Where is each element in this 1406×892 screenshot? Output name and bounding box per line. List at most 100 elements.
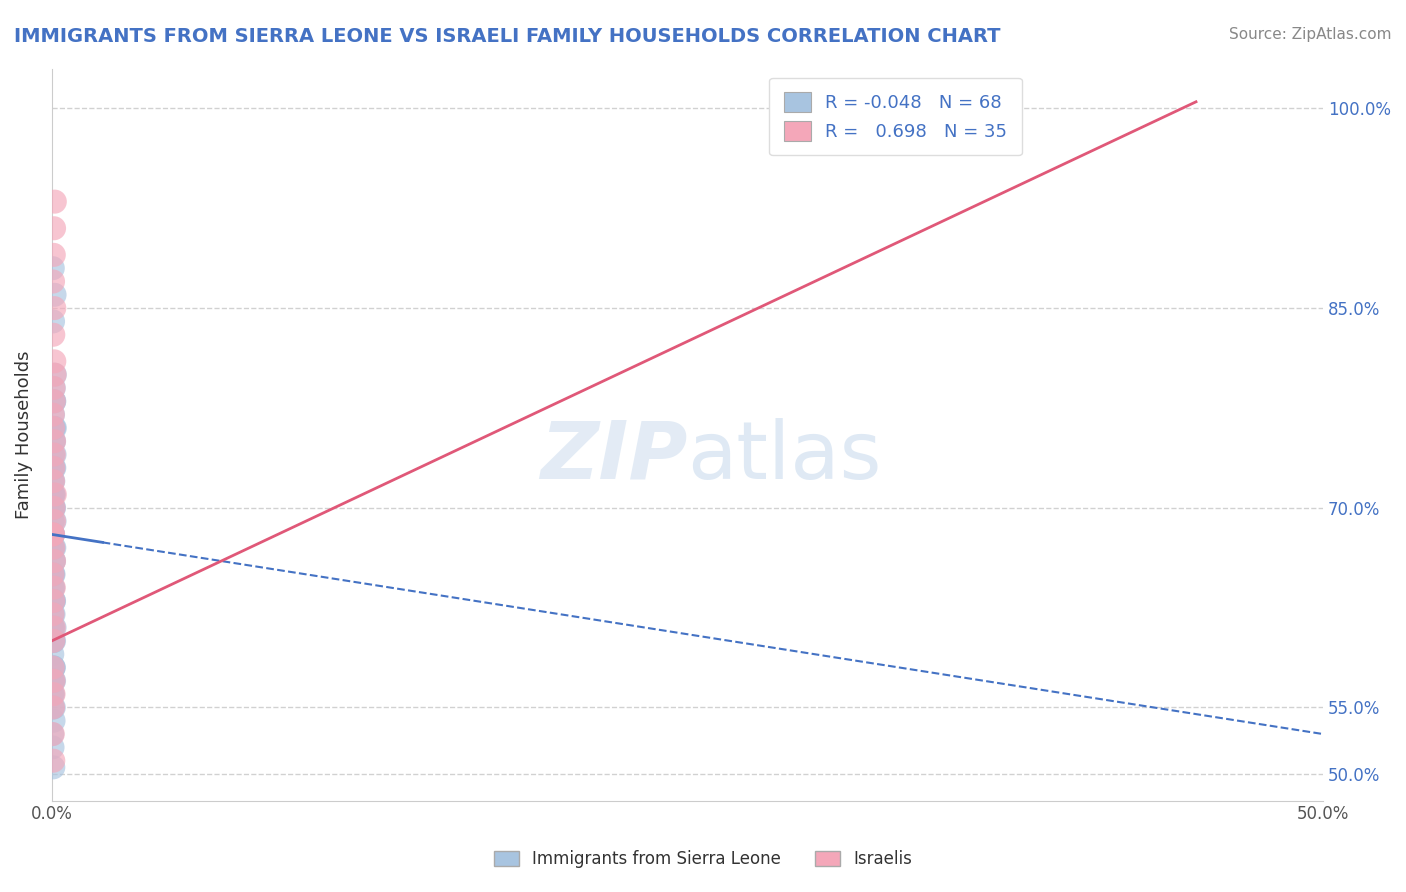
Point: [42, 760, 65, 774]
Point: [44, 368, 66, 382]
Point: [41, 500, 63, 515]
Point: [44, 194, 66, 209]
Point: [41, 647, 63, 661]
Point: [42, 275, 65, 289]
Point: [42, 633, 65, 648]
Point: [42, 554, 65, 568]
Point: [42, 327, 65, 342]
Point: [41, 474, 63, 488]
Point: [42, 581, 65, 595]
Point: [42, 500, 65, 515]
Point: [42, 660, 65, 674]
Point: [41, 727, 63, 741]
Point: [42, 581, 65, 595]
Point: [44, 541, 66, 555]
Point: [42, 408, 65, 422]
Point: [42, 700, 65, 714]
Point: [41, 673, 63, 688]
Point: [42, 633, 65, 648]
Text: IMMIGRANTS FROM SIERRA LEONE VS ISRAELI FAMILY HOUSEHOLDS CORRELATION CHART: IMMIGRANTS FROM SIERRA LEONE VS ISRAELI …: [14, 27, 1001, 45]
Point: [41, 527, 63, 541]
Point: [42, 487, 65, 501]
Point: [44, 354, 66, 368]
Point: [42, 460, 65, 475]
Point: [42, 554, 65, 568]
Point: [42, 754, 65, 768]
Point: [42, 660, 65, 674]
Point: [42, 527, 65, 541]
Point: [44, 394, 66, 409]
Text: atlas: atlas: [688, 417, 882, 496]
Point: [42, 541, 65, 555]
Point: [42, 673, 65, 688]
Y-axis label: Family Households: Family Households: [15, 351, 32, 519]
Text: ZIP: ZIP: [540, 417, 688, 496]
Point: [42, 248, 65, 262]
Point: [42, 408, 65, 422]
Point: [42, 314, 65, 328]
Point: [44, 368, 66, 382]
Point: [42, 460, 65, 475]
Point: [44, 301, 66, 315]
Point: [42, 541, 65, 555]
Legend: Immigrants from Sierra Leone, Israelis: Immigrants from Sierra Leone, Israelis: [488, 844, 918, 875]
Point: [42, 621, 65, 635]
Point: [42, 621, 65, 635]
Point: [42, 581, 65, 595]
Point: [42, 527, 65, 541]
Point: [42, 554, 65, 568]
Point: [42, 421, 65, 435]
Point: [42, 700, 65, 714]
Point: [42, 700, 65, 714]
Point: [42, 594, 65, 608]
Point: [42, 487, 65, 501]
Point: [42, 394, 65, 409]
Point: [42, 500, 65, 515]
Point: [42, 594, 65, 608]
Point: [42, 460, 65, 475]
Point: [42, 434, 65, 449]
Point: [42, 421, 65, 435]
Point: [42, 633, 65, 648]
Point: [44, 287, 66, 301]
Point: [41, 687, 63, 701]
Point: [42, 434, 65, 449]
Point: [41, 607, 63, 622]
Point: [41, 567, 63, 582]
Point: [41, 567, 63, 582]
Point: [42, 621, 65, 635]
Point: [44, 514, 66, 528]
Legend: R = -0.048   N = 68, R =   0.698   N = 35: R = -0.048 N = 68, R = 0.698 N = 35: [769, 78, 1022, 155]
Point: [42, 633, 65, 648]
Point: [42, 448, 65, 462]
Point: [42, 500, 65, 515]
Point: [42, 687, 65, 701]
Point: [42, 474, 65, 488]
Point: [42, 500, 65, 515]
Point: [42, 687, 65, 701]
Point: [42, 514, 65, 528]
Point: [42, 381, 65, 395]
Text: Source: ZipAtlas.com: Source: ZipAtlas.com: [1229, 27, 1392, 42]
Point: [42, 448, 65, 462]
Point: [44, 621, 66, 635]
Point: [42, 394, 65, 409]
Point: [42, 421, 65, 435]
Point: [42, 567, 65, 582]
Point: [42, 594, 65, 608]
Point: [44, 487, 66, 501]
Point: [44, 448, 66, 462]
Point: [42, 660, 65, 674]
Point: [42, 487, 65, 501]
Point: [42, 514, 65, 528]
Point: [42, 527, 65, 541]
Point: [42, 221, 65, 235]
Point: [42, 594, 65, 608]
Point: [41, 607, 63, 622]
Point: [44, 460, 66, 475]
Point: [42, 381, 65, 395]
Point: [42, 567, 65, 582]
Point: [41, 541, 63, 555]
Point: [42, 474, 65, 488]
Point: [42, 527, 65, 541]
